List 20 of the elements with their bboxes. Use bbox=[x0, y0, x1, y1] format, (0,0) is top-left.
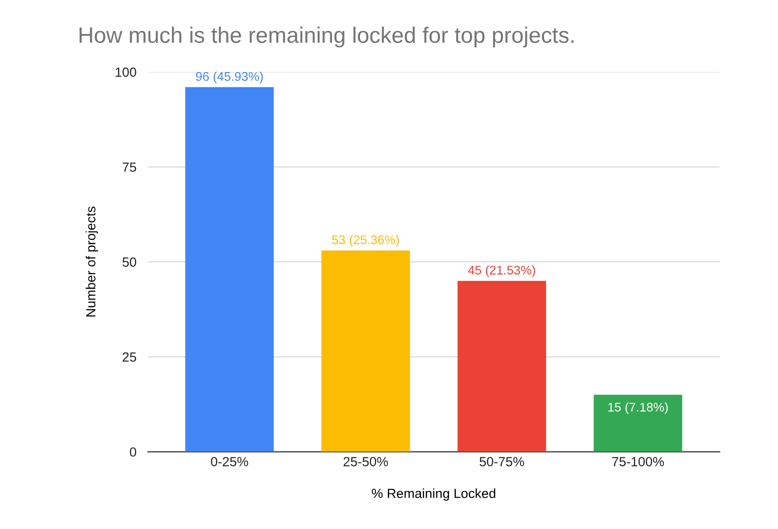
x-tick-label: 50-75% bbox=[480, 456, 524, 466]
data-label: 45 (21.53%) bbox=[468, 265, 536, 278]
y-axis-title: Number of projects bbox=[86, 206, 98, 316]
data-label: 96 (45.93%) bbox=[196, 72, 263, 84]
y-tick-label: 50 bbox=[122, 257, 136, 267]
x-tick-label: 0-25% bbox=[210, 456, 248, 466]
bar bbox=[321, 250, 410, 452]
data-label: 15 (7.18%) bbox=[608, 402, 668, 414]
y-tick-label: 0 bbox=[130, 447, 136, 457]
bar bbox=[458, 280, 546, 452]
x-tick-label: 75-100% bbox=[612, 456, 664, 466]
x-tick-label: 25-50% bbox=[344, 456, 388, 466]
bar bbox=[185, 87, 274, 452]
y-tick-label: 100 bbox=[116, 68, 136, 77]
x-axis-title: % Remaining Locked bbox=[372, 488, 496, 501]
bar bbox=[594, 394, 682, 452]
chart-title: How much is the remaining locked for top projects. bbox=[80, 26, 574, 48]
data-label: 53 (25.36%) bbox=[332, 235, 399, 247]
y-tick-label: 75 bbox=[122, 162, 136, 172]
y-tick-label: 25 bbox=[122, 352, 136, 362]
